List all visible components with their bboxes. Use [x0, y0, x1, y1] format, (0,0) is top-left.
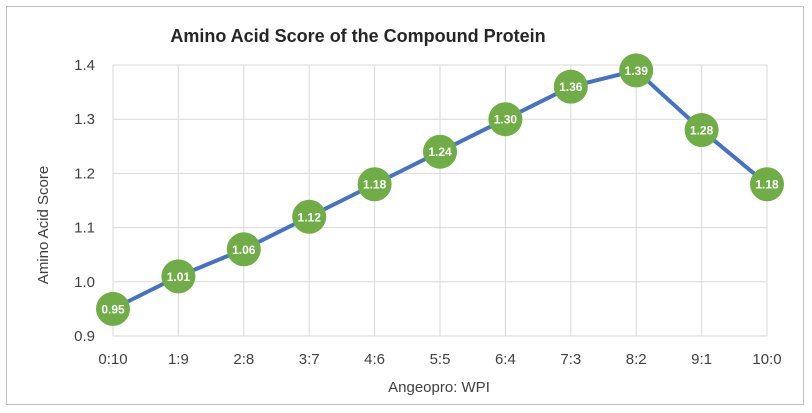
x-tick-label: 8:2	[626, 351, 647, 368]
data-label: 1.24	[428, 145, 452, 159]
x-tick-label: 2:8	[233, 351, 254, 368]
data-label: 1.30	[494, 113, 518, 127]
data-point-marker	[292, 199, 327, 234]
data-label: 1.18	[755, 178, 779, 192]
x-tick-label: 1:9	[168, 351, 189, 368]
data-label: 1.36	[559, 80, 583, 94]
data-label: 1.12	[298, 210, 322, 224]
data-point-marker	[553, 69, 588, 104]
x-tick-label: 10:0	[752, 351, 781, 368]
x-tick-label: 6:4	[495, 351, 516, 368]
data-markers: 0.95 1.01 1.06 1.12 1.18 1.24 1.30 1.36 1.39 1.28…	[96, 53, 784, 326]
x-axis-label: Angeopro: WPI	[388, 379, 490, 396]
gridlines	[112, 64, 768, 337]
data-point-marker	[423, 134, 457, 169]
y-tick-label: 1.2	[74, 165, 95, 182]
data-point-marker	[161, 259, 196, 294]
x-tick-label: 3:7	[299, 351, 320, 368]
chart-frame	[6, 6, 804, 405]
data-label: 0.95	[101, 302, 125, 316]
data-label: 1.39	[625, 64, 649, 78]
data-point-marker	[619, 53, 654, 88]
data-point-marker	[226, 232, 261, 267]
x-tick-label: 0:10	[98, 351, 127, 368]
y-tick-label: 1.0	[74, 274, 95, 291]
data-label: 1.06	[232, 243, 256, 257]
data-point-marker	[96, 291, 130, 326]
y-axis-label: Amino Acid Score	[35, 166, 52, 284]
x-axis-ticks: 0:10 1:9 2:8 3:7 4:6 5:5 6:4 7:3 8:2 9:1 10:0	[98, 351, 781, 368]
x-tick-label: 4:6	[364, 351, 385, 368]
data-point-marker	[684, 113, 719, 148]
data-label: 1.28	[690, 124, 714, 138]
y-tick-label: 1.3	[74, 111, 95, 128]
chart-title: Amino Acid Score of the Compound Protein	[170, 26, 545, 46]
x-tick-label: 7:3	[560, 351, 581, 368]
data-point-marker	[488, 102, 523, 137]
y-tick-label: 0.9	[74, 328, 95, 345]
data-point-marker	[357, 167, 392, 202]
y-axis-ticks: 0.9 1.0 1.1 1.2 1.3 1.4	[74, 57, 95, 345]
data-label: 1.18	[363, 178, 387, 192]
y-tick-label: 1.1	[74, 220, 95, 237]
x-tick-label: 9:1	[691, 351, 712, 368]
x-tick-label: 5:5	[430, 351, 451, 368]
data-label: 1.01	[167, 270, 191, 284]
y-tick-label: 1.4	[74, 57, 95, 74]
data-point-marker	[750, 167, 784, 202]
